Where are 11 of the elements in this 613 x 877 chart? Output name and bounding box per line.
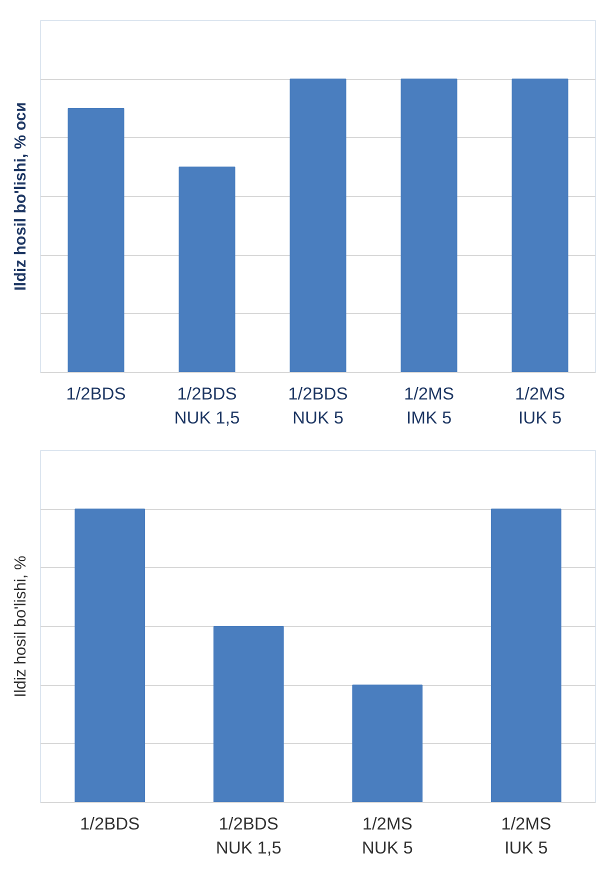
x-tick-label: 1/2BDS NUK 1,5 — [174, 384, 240, 428]
x-tick-label: 1/2BDS — [80, 814, 140, 834]
x-tick-label: 1/2MS IUK 5 — [501, 814, 552, 858]
x-tick-label: 1/2MS NUK 5 — [362, 814, 413, 858]
x-tick-label: 1/2MS IMK 5 — [404, 384, 454, 428]
x-tick-label: 1/2MS IUK 5 — [514, 384, 566, 428]
x-tick-label: 1/2BDS NUK 5 — [288, 384, 348, 428]
y-axis-title: Ildiz hosil bo'lishi, % — [12, 556, 30, 698]
x-tick-label: 1/2BDS — [66, 384, 126, 404]
y-axis-title: Ildiz hosil bo'lishi, % оси — [12, 102, 30, 291]
x-tick-label: 1/2BDS NUK 1,5 — [216, 814, 282, 858]
